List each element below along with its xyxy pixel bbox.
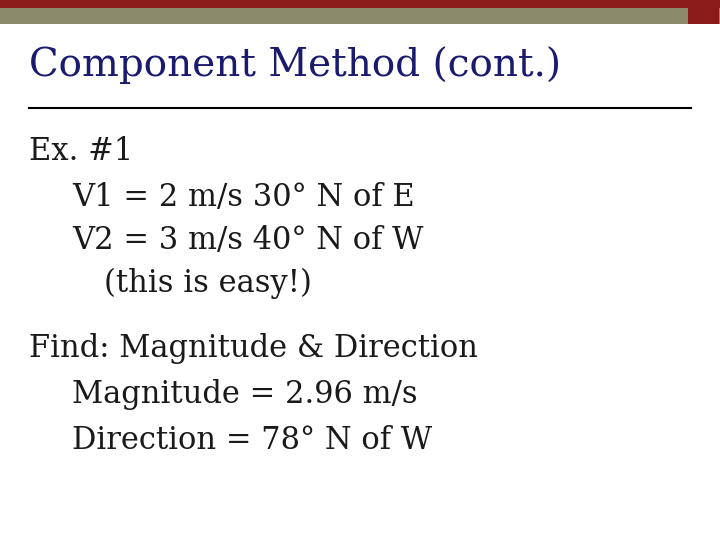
Bar (0, 8, 720, 24)
Text: Magnitude = 2.96 m/s: Magnitude = 2.96 m/s (72, 379, 418, 410)
Bar (688, 0, 719, 24)
Text: Ex. #1: Ex. #1 (29, 136, 133, 167)
Text: Direction = 78° N of W: Direction = 78° N of W (72, 424, 432, 456)
Text: V2 = 3 m/s 40° N of W: V2 = 3 m/s 40° N of W (72, 225, 423, 256)
Text: Component Method (cont.): Component Method (cont.) (29, 46, 561, 84)
Bar (0, 0, 720, 8)
Text: V1 = 2 m/s 30° N of E: V1 = 2 m/s 30° N of E (72, 181, 415, 213)
Text: (this is easy!): (this is easy!) (104, 268, 312, 299)
Text: Find: Magnitude & Direction: Find: Magnitude & Direction (29, 333, 478, 364)
